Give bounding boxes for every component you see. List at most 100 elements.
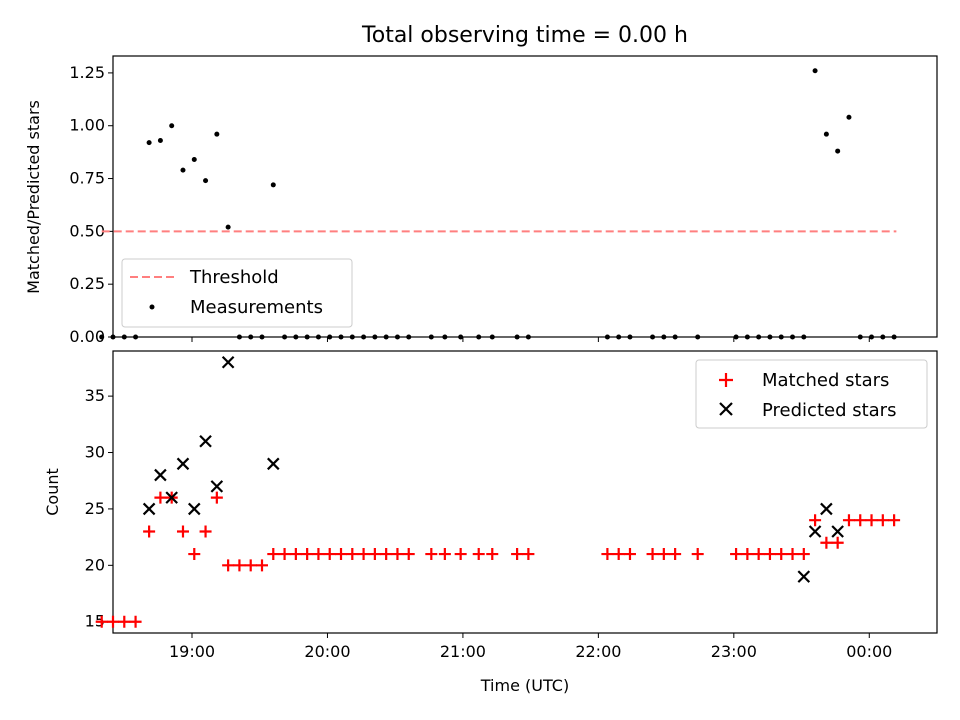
measurement-point: [406, 334, 412, 340]
matched-star-marker: [831, 536, 844, 549]
top-y-tick-label: 0.25: [69, 274, 105, 293]
matched-star-marker: [95, 615, 108, 628]
predicted-star-marker: [267, 457, 280, 471]
measurement-point: [248, 334, 254, 340]
measurement-point: [733, 334, 739, 340]
top-y-tick-label: 0.75: [69, 169, 105, 188]
measurement-point: [214, 131, 220, 137]
matched-star-marker: [876, 514, 889, 527]
matched-star-marker: [601, 548, 614, 561]
measurement-point: [869, 334, 875, 340]
matched-star-marker: [267, 548, 280, 561]
matched-star-marker: [691, 548, 704, 561]
chart-title: Total observing time = 0.00 h: [361, 23, 688, 48]
bottom-x-tick-label: 23:00: [711, 642, 757, 661]
matched-star-marker: [486, 548, 499, 561]
legend-matched-label: Matched stars: [762, 370, 889, 391]
measurement-point: [812, 68, 818, 74]
top-axes-frame: [112, 55, 938, 338]
matched-stars-points: [95, 491, 901, 628]
predicted-star-marker: [154, 468, 167, 482]
matched-star-marker: [176, 525, 189, 538]
measurement-point: [514, 334, 520, 340]
measurement-point: [110, 334, 116, 340]
bottom-y-tick-label: 20: [85, 555, 105, 574]
matched-star-marker: [763, 548, 776, 561]
legend-predicted-label: Predicted stars: [762, 400, 896, 421]
matched-star-marker: [657, 548, 670, 561]
measurement-point: [790, 334, 796, 340]
measurement-point: [744, 334, 750, 340]
measurement-point: [361, 334, 367, 340]
measurement-point: [225, 224, 231, 230]
measurement-point: [756, 334, 762, 340]
measurement-point: [394, 334, 400, 340]
measurement-point: [880, 334, 886, 340]
matched-star-marker: [391, 548, 404, 561]
matched-star-marker: [786, 548, 799, 561]
matched-star-marker: [752, 548, 765, 561]
measurement-point: [315, 334, 321, 340]
matched-star-marker: [522, 548, 535, 561]
predicted-stars-points: [142, 356, 844, 583]
bottom-legend: Matched stars Predicted stars: [695, 359, 928, 429]
measurement-point: [236, 334, 242, 340]
bottom-x-tick-label: 21:00: [440, 642, 486, 661]
measurement-point: [121, 334, 127, 340]
legend-measurements-swatch: [149, 304, 155, 310]
bottom-panel: 15 20 25 30 35 19:00 20:00 21:00 22:00 23:00 00:0…: [43, 350, 938, 695]
predicted-star-marker: [199, 434, 212, 448]
matched-star-marker: [301, 548, 314, 561]
matched-star-marker: [454, 548, 467, 561]
bottom-y-tick-label: 15: [85, 612, 105, 631]
matched-star-marker: [222, 559, 235, 572]
measurement-point: [293, 334, 299, 340]
matched-star-marker: [820, 536, 833, 549]
bottom-y-ticks: 15 20 25 30 35: [85, 386, 113, 631]
measurement-point: [304, 334, 310, 340]
matched-star-marker: [741, 548, 754, 561]
matched-star-marker: [402, 548, 415, 561]
measurement-point: [428, 334, 434, 340]
matched-star-marker: [335, 548, 348, 561]
top-legend-box: [121, 258, 353, 328]
matched-star-marker: [646, 548, 659, 561]
measurement-point: [823, 131, 829, 137]
matched-star-marker: [775, 548, 788, 561]
predicted-star-marker: [831, 525, 844, 538]
predicted-star-marker: [221, 356, 235, 369]
matched-star-marker: [210, 491, 223, 504]
measurement-point: [835, 148, 841, 154]
legend-predicted-swatch: [719, 402, 733, 416]
matched-star-marker: [255, 559, 268, 572]
predicted-star-marker: [797, 570, 811, 583]
bottom-x-tick-label: 20:00: [304, 642, 350, 661]
bottom-y-tick-label: 30: [85, 443, 105, 462]
measurement-point: [801, 334, 807, 340]
matched-star-marker: [730, 548, 743, 561]
measurement-point: [203, 178, 209, 184]
top-y-tick-label: 0.00: [69, 327, 105, 346]
matched-star-marker: [244, 559, 257, 572]
legend-matched-swatch: [719, 373, 733, 387]
measurement-point: [604, 334, 610, 340]
measurement-point: [157, 138, 163, 144]
measurement-point: [695, 334, 701, 340]
matched-star-marker: [623, 548, 636, 561]
bottom-x-tick-label: 19:00: [169, 642, 215, 661]
measurement-point: [767, 334, 773, 340]
matched-star-marker: [842, 514, 855, 527]
matched-star-marker: [154, 491, 167, 504]
matched-star-marker: [143, 525, 156, 538]
predicted-star-marker: [165, 491, 178, 504]
matched-star-marker: [888, 514, 901, 527]
matched-star-marker: [107, 615, 119, 628]
predicted-star-marker: [176, 457, 190, 471]
bottom-x-ticks: 19:00 20:00 21:00 22:00 23:00 00:00: [169, 633, 892, 661]
top-y-tick-label: 0.50: [69, 221, 105, 240]
predicted-star-marker: [210, 480, 224, 493]
predicted-star-marker: [187, 502, 201, 516]
predicted-star-marker: [820, 502, 833, 516]
matched-star-marker: [323, 548, 336, 561]
